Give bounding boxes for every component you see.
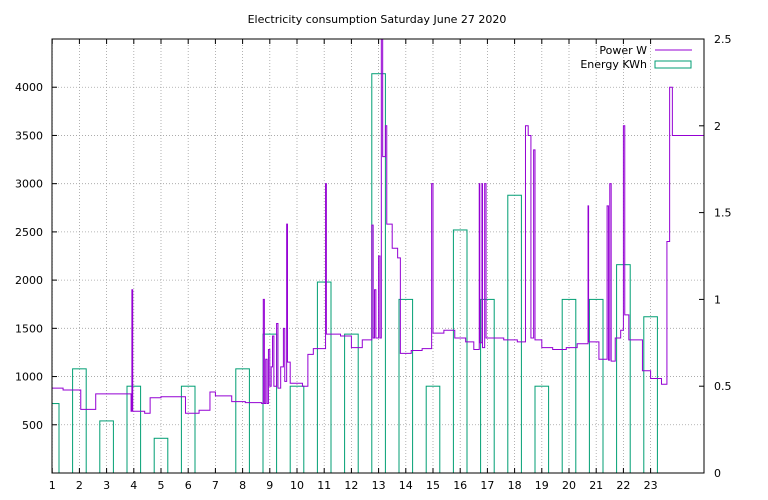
x-tick-label: 11 bbox=[317, 479, 331, 492]
y-right-tick-label: 0.5 bbox=[714, 380, 732, 393]
energy-bar bbox=[643, 316, 658, 474]
x-tick-label: 17 bbox=[480, 479, 494, 492]
axes: 1 2 3 4 5 6 7 8 9 10 11 12 13 14 15 16 17 18 19 20 21 22 23500… bbox=[15, 33, 732, 492]
x-tick-label: 4 bbox=[130, 479, 137, 492]
energy-bars bbox=[51, 73, 658, 474]
energy-bar bbox=[398, 298, 414, 474]
x-tick-label: 15 bbox=[426, 479, 440, 492]
x-tick-label: 21 bbox=[589, 479, 603, 492]
y-left-tick-label: 500 bbox=[22, 419, 43, 432]
y-left-tick-label: 3500 bbox=[15, 129, 43, 142]
y-left-tick-label: 1500 bbox=[15, 322, 43, 335]
y-right-tick-label: 1 bbox=[714, 293, 721, 306]
y-right-tick-label: 2 bbox=[714, 120, 721, 133]
y-left-tick-label: 2000 bbox=[15, 274, 43, 287]
grid bbox=[51, 39, 704, 473]
y-right-tick-label: 0 bbox=[714, 467, 721, 480]
energy-bar bbox=[153, 437, 169, 474]
legend-power-label: Power W bbox=[599, 44, 647, 57]
x-tick-label: 9 bbox=[266, 479, 273, 492]
y-right-tick-label: 1.5 bbox=[714, 207, 732, 220]
x-tick-label: 5 bbox=[158, 479, 165, 492]
x-tick-label: 19 bbox=[535, 479, 549, 492]
energy-bar bbox=[561, 298, 577, 474]
x-tick-label: 18 bbox=[508, 479, 522, 492]
y-right-tick-label: 2.5 bbox=[714, 33, 732, 46]
x-tick-label: 6 bbox=[185, 479, 192, 492]
x-tick-label: 14 bbox=[399, 479, 413, 492]
x-tick-label: 1 bbox=[49, 479, 56, 492]
y-left-tick-label: 3000 bbox=[15, 178, 43, 191]
x-tick-label: 12 bbox=[344, 479, 358, 492]
x-tick-label: 7 bbox=[212, 479, 219, 492]
y-left-tick-label: 1000 bbox=[15, 371, 43, 384]
x-tick-label: 8 bbox=[239, 479, 246, 492]
legend-energy-swatch bbox=[654, 60, 692, 69]
legend-energy-label: Energy KWh bbox=[580, 58, 647, 71]
x-tick-label: 10 bbox=[290, 479, 304, 492]
x-tick-label: 13 bbox=[372, 479, 386, 492]
y-left-tick-label: 4000 bbox=[15, 81, 43, 94]
power-line-layer bbox=[51, 38, 704, 414]
power-line bbox=[51, 38, 704, 414]
x-tick-label: 16 bbox=[453, 479, 467, 492]
x-tick-label: 22 bbox=[616, 479, 630, 492]
energy-bar bbox=[507, 194, 522, 474]
legend: Power W Energy KWh bbox=[580, 44, 692, 71]
energy-bar bbox=[51, 403, 60, 474]
x-tick-label: 23 bbox=[644, 479, 658, 492]
chart-title: Electricity consumption Saturday June 27… bbox=[248, 13, 507, 26]
x-tick-label: 20 bbox=[562, 479, 576, 492]
x-tick-label: 3 bbox=[103, 479, 110, 492]
energy-bar bbox=[588, 298, 604, 474]
y-left-tick-label: 2500 bbox=[15, 226, 43, 239]
plot-frame bbox=[51, 38, 705, 474]
x-tick-label: 2 bbox=[76, 479, 83, 492]
